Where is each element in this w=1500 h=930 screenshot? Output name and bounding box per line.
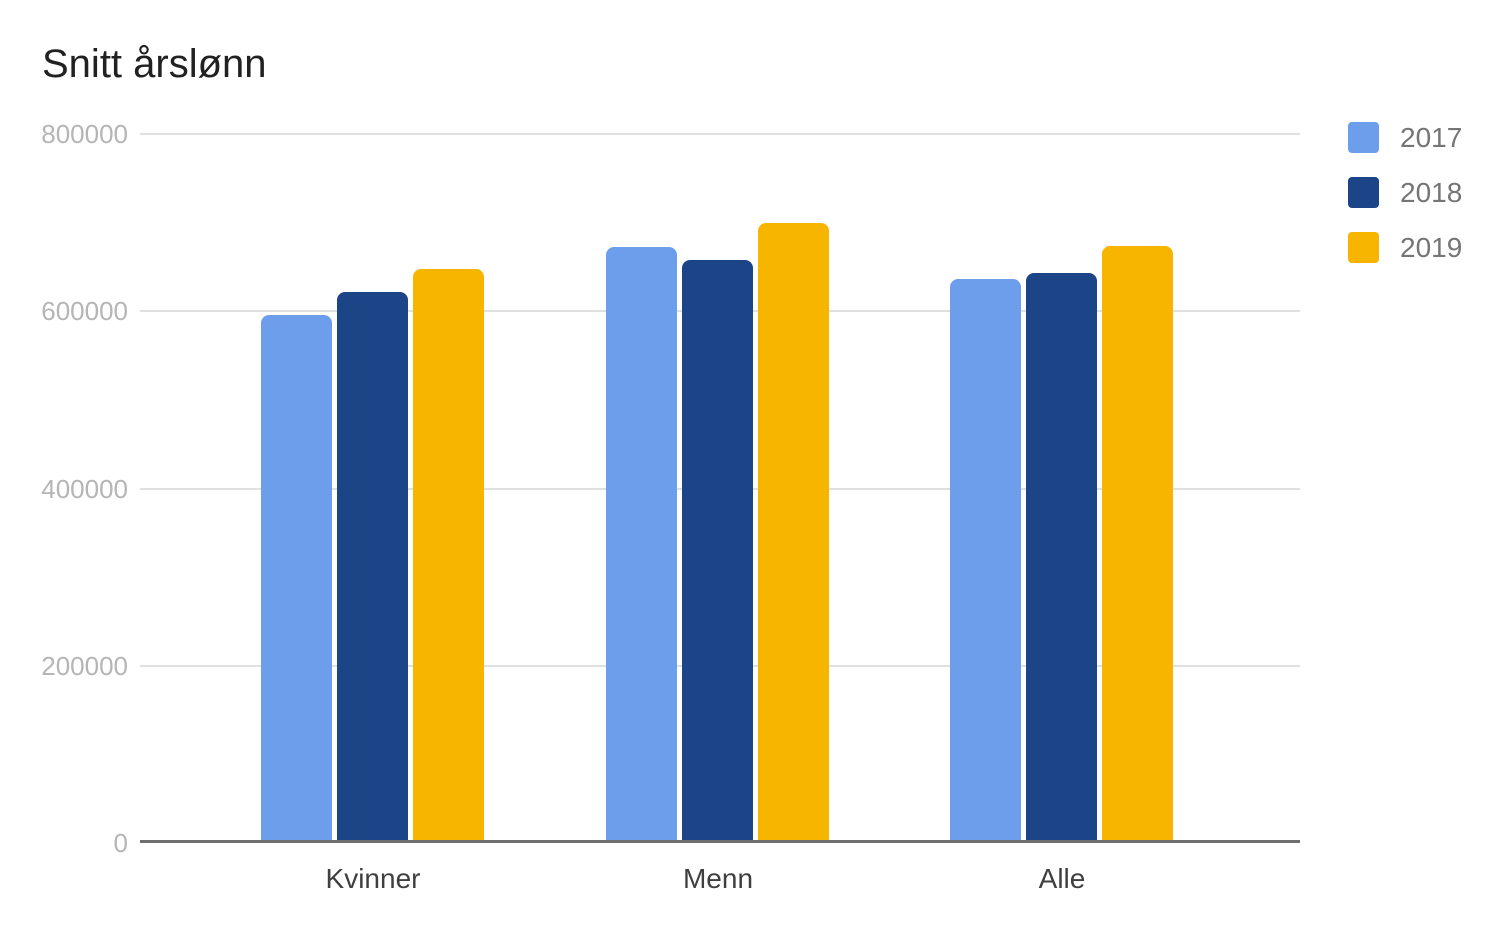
legend-item-2017[interactable]: 2017 xyxy=(1348,122,1462,153)
bar-kvinner-2018[interactable] xyxy=(337,291,408,841)
legend-item-2018[interactable]: 2018 xyxy=(1348,177,1462,208)
bar-alle-2018[interactable] xyxy=(1026,273,1097,841)
category-label-kvinner: Kvinner xyxy=(325,863,421,894)
bar-kvinner-2019[interactable] xyxy=(413,268,484,841)
y-tick-label-800000: 800000 xyxy=(41,119,128,149)
gridline-800000 xyxy=(140,133,1300,135)
chart-title: Snitt årslønn xyxy=(42,42,267,86)
category-label-alle: Alle xyxy=(1038,863,1086,894)
legend: 2017 2018 2019 xyxy=(1348,122,1462,263)
bar-menn-2017[interactable] xyxy=(606,247,677,841)
bar-alle-2017[interactable] xyxy=(950,279,1021,841)
legend-swatch-2018 xyxy=(1348,177,1379,208)
legend-label-2017: 2017 xyxy=(1400,122,1463,153)
legend-swatch-2017 xyxy=(1348,122,1379,153)
y-tick-label-0: 0 xyxy=(113,828,128,858)
bar-kvinner-2017[interactable] xyxy=(261,314,332,841)
legend-swatch-2019 xyxy=(1348,232,1379,263)
y-tick-label-400000: 400000 xyxy=(41,474,128,504)
legend-label-2018: 2018 xyxy=(1400,177,1463,208)
category-label-menn: Menn xyxy=(682,863,754,894)
y-tick-label-600000: 600000 xyxy=(41,296,128,326)
bar-menn-2018[interactable] xyxy=(682,259,753,841)
x-axis-line xyxy=(140,840,1300,843)
y-tick-label-200000: 200000 xyxy=(41,651,128,681)
bar-menn-2019[interactable] xyxy=(758,222,829,841)
legend-label-2019: 2019 xyxy=(1400,232,1463,263)
legend-item-2019[interactable]: 2019 xyxy=(1348,232,1462,263)
bar-alle-2019[interactable] xyxy=(1102,245,1173,841)
